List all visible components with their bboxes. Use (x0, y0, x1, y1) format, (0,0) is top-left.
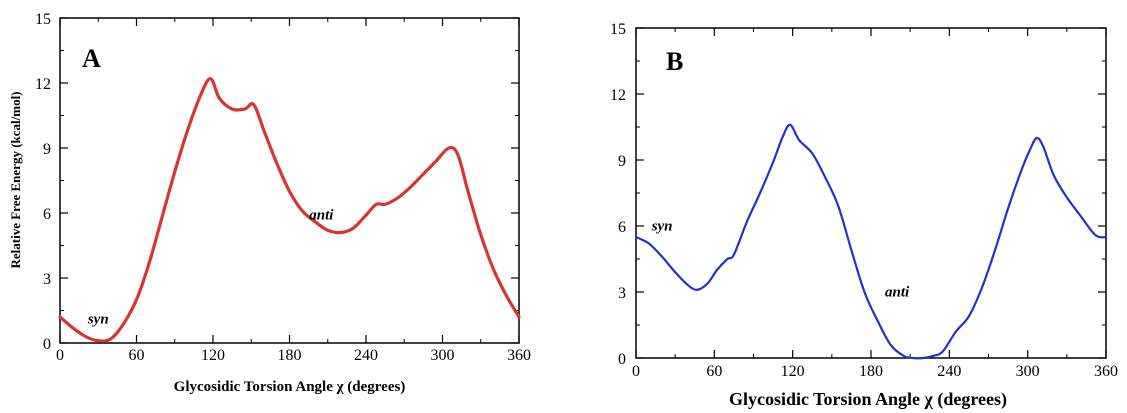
x-tick-label: 360 (507, 347, 531, 364)
axis-ticks: 0 60 120 180 240 300 360 0 3 6 9 12 15 (610, 21, 1118, 380)
x-tick-label: 0 (632, 363, 640, 380)
annotation-syn: syn (87, 312, 109, 328)
annotation-group: syn anti (651, 218, 910, 300)
y-tick-label: 9 (618, 153, 626, 170)
y-tick-label: 3 (43, 271, 51, 288)
x-tick-label: 60 (706, 363, 722, 380)
y-tick-label: 9 (43, 141, 51, 158)
plot-frame (59, 17, 520, 344)
y-tick-label: 12 (35, 76, 51, 93)
y-tick-label: 15 (610, 21, 626, 38)
y-tick-label: 12 (610, 87, 626, 104)
y-tick-label: 0 (618, 351, 626, 368)
x-tick-label: 120 (781, 363, 805, 380)
panel-a: 0 60 120 180 240 300 360 0 3 6 9 12 15 syn anti A Gly… (8, 11, 531, 395)
energy-curve (634, 123, 1108, 360)
panel-label: B (666, 47, 683, 76)
y-tick-label: 0 (43, 336, 51, 353)
x-tick-label: 300 (1016, 363, 1040, 380)
x-tick-label: 60 (129, 347, 145, 364)
x-tick-label: 180 (859, 363, 883, 380)
x-tick-label: 240 (354, 347, 378, 364)
y-tick-label: 6 (43, 206, 51, 223)
x-tick-label: 0 (56, 347, 64, 364)
annotation-anti: anti (885, 284, 910, 300)
x-tick-label: 180 (278, 347, 302, 364)
axis-ticks: 0 60 120 180 240 300 360 0 3 6 9 12 15 (35, 11, 531, 364)
annotation-syn: syn (651, 218, 673, 234)
y-tick-label: 15 (35, 11, 51, 28)
curve-group (634, 123, 1108, 360)
y-tick-label: 3 (618, 285, 626, 302)
energy-curve (58, 77, 521, 343)
x-axis-title: Glycosidic Torsion Angle χ (degrees) (729, 389, 1007, 410)
annotation-anti: anti (309, 208, 334, 224)
x-axis-title: Glycosidic Torsion Angle χ (degrees) (174, 379, 406, 395)
x-tick-label: 120 (201, 347, 225, 364)
x-tick-label: 300 (431, 347, 455, 364)
y-axis-title: Relative Free Energy (kcal/mol) (8, 91, 23, 268)
curve-group (58, 77, 521, 343)
y-tick-label: 6 (618, 219, 626, 236)
x-tick-label: 360 (1094, 363, 1118, 380)
annotation-group: syn anti (87, 208, 334, 328)
panel-label: A (82, 44, 101, 73)
x-tick-label: 240 (937, 363, 961, 380)
panel-b: 0 60 120 180 240 300 360 0 3 6 9 12 15 syn anti B Gly… (610, 21, 1118, 410)
